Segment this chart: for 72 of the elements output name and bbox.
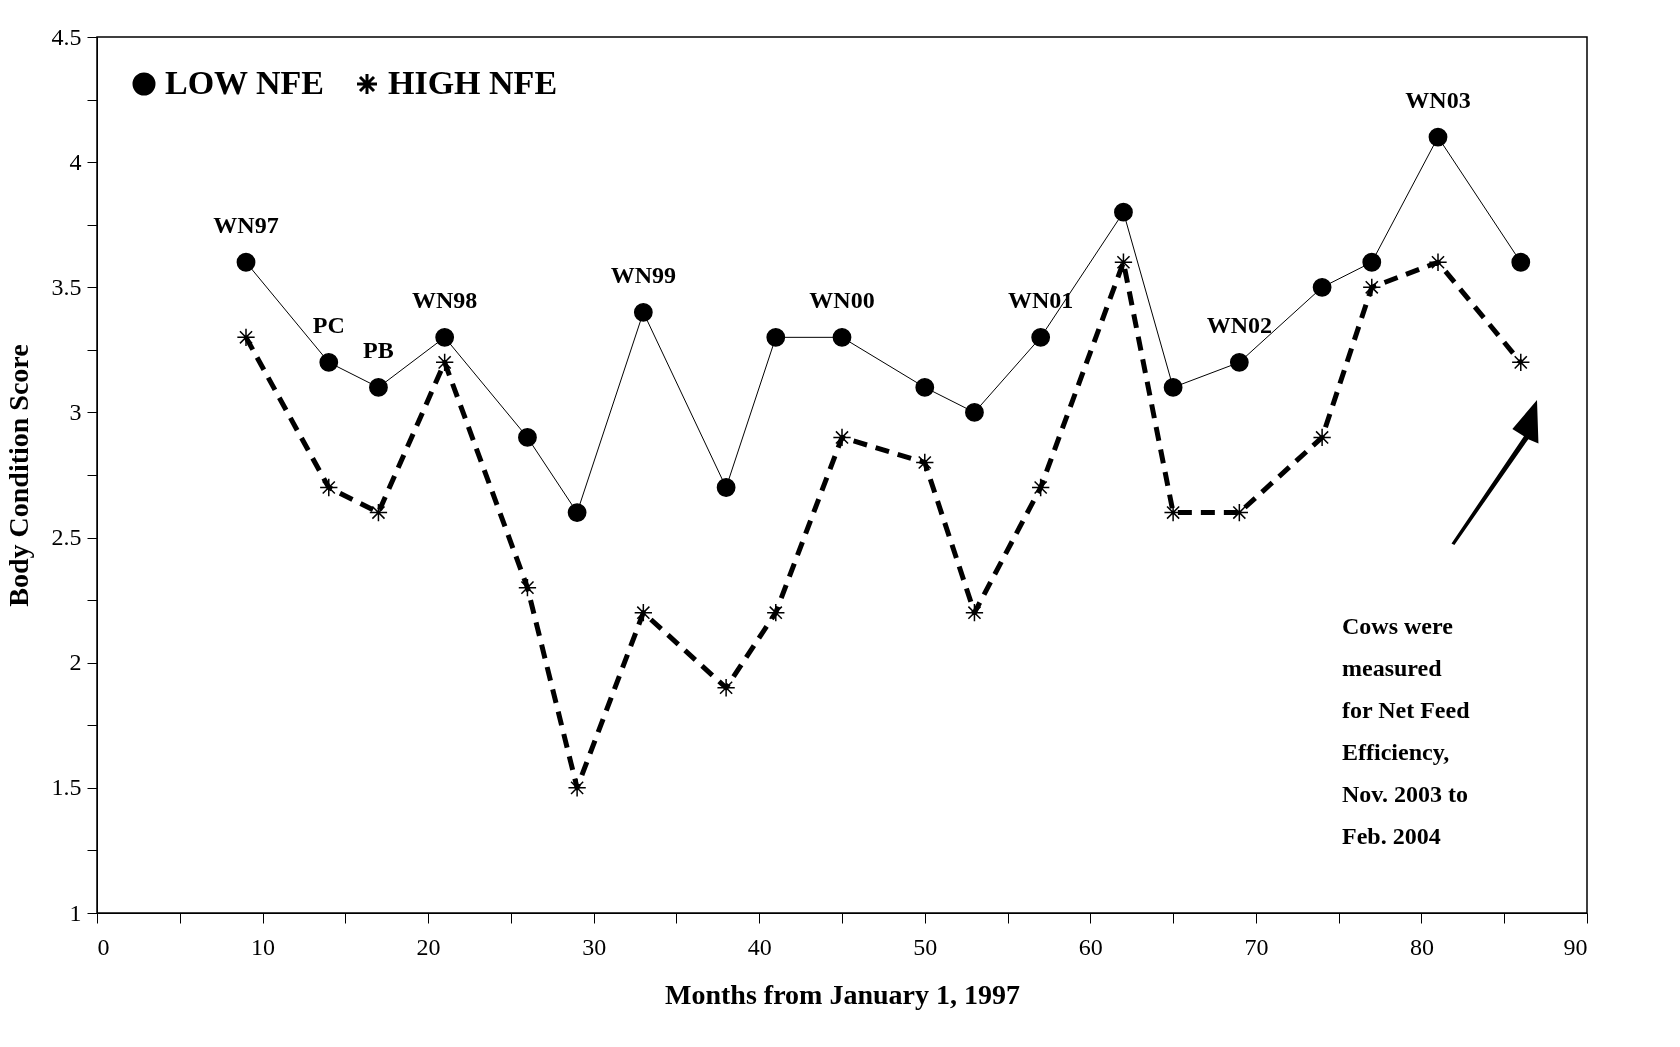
point — [1114, 252, 1133, 272]
point — [1229, 352, 1249, 372]
point — [1511, 352, 1531, 372]
point — [1163, 503, 1183, 522]
point — [965, 403, 984, 422]
point — [766, 603, 786, 623]
point — [633, 603, 653, 623]
x-tick-label: 80 — [1409, 933, 1434, 960]
point — [965, 603, 984, 623]
y-tick-label: 2 — [69, 649, 82, 676]
x-tick-label: 30 — [582, 933, 607, 960]
point — [633, 302, 653, 322]
x-tick-label: 20 — [416, 933, 441, 960]
point — [319, 352, 339, 372]
legend-label: HIGH NFE — [388, 64, 558, 101]
point — [1312, 428, 1332, 447]
x-axis-title: Months from January 1, 1997 — [665, 978, 1020, 1010]
y-tick-label: 4.5 — [51, 23, 82, 50]
point — [1362, 252, 1382, 272]
point — [1163, 378, 1183, 397]
annotation: PC — [312, 312, 345, 339]
point — [1428, 127, 1448, 147]
point — [1428, 252, 1448, 272]
x-tick-label: 50 — [913, 933, 938, 960]
annotation: Cows were measured for Net Feed Efficiency, Nov. 2003 to Feb. 2004 — [1342, 613, 1471, 849]
annotation: WN03 — [1405, 87, 1471, 114]
point — [1362, 277, 1382, 297]
annotation: PB — [363, 337, 394, 364]
point — [319, 478, 339, 497]
y-tick-label: 1 — [69, 899, 82, 926]
point — [435, 327, 455, 347]
y-tick-label: 1.5 — [51, 774, 82, 801]
point — [716, 478, 736, 497]
y-axis-title: Body Condition Score — [2, 344, 34, 607]
annotation: WN99 — [610, 262, 677, 289]
point — [369, 378, 388, 397]
point — [435, 352, 455, 372]
point — [915, 378, 935, 397]
point — [1114, 202, 1133, 222]
x-tick-label: 40 — [747, 933, 772, 960]
x-tick-label: 0 — [97, 933, 110, 960]
y-tick-label: 3.5 — [51, 273, 82, 300]
point — [915, 453, 935, 472]
legend-label: LOW NFE — [165, 64, 325, 101]
point — [1031, 327, 1051, 347]
point — [567, 503, 587, 522]
annotation: WN02 — [1206, 312, 1273, 339]
point — [567, 778, 587, 798]
annotation: WN97 — [213, 212, 279, 239]
annotation: WN01 — [1007, 287, 1074, 314]
y-tick-label: 4 — [69, 148, 82, 175]
point — [236, 252, 256, 272]
x-tick-label: 70 — [1244, 933, 1269, 960]
point — [716, 678, 736, 698]
y-tick-label: 3 — [69, 398, 82, 425]
point — [832, 327, 852, 347]
point — [1229, 503, 1249, 522]
point — [832, 428, 852, 447]
annotation: WN00 — [809, 287, 875, 314]
point — [1031, 478, 1051, 497]
point — [518, 578, 537, 598]
point — [1312, 277, 1332, 297]
point — [518, 428, 537, 447]
x-tick-label: 90 — [1563, 933, 1588, 960]
y-tick-label: 2.5 — [51, 524, 82, 551]
point — [1511, 252, 1531, 272]
annotation: WN98 — [411, 287, 478, 314]
point — [766, 327, 786, 347]
x-tick-label: 60 — [1078, 933, 1103, 960]
point — [369, 503, 388, 522]
point — [236, 327, 256, 347]
x-tick-label: 10 — [251, 933, 276, 960]
